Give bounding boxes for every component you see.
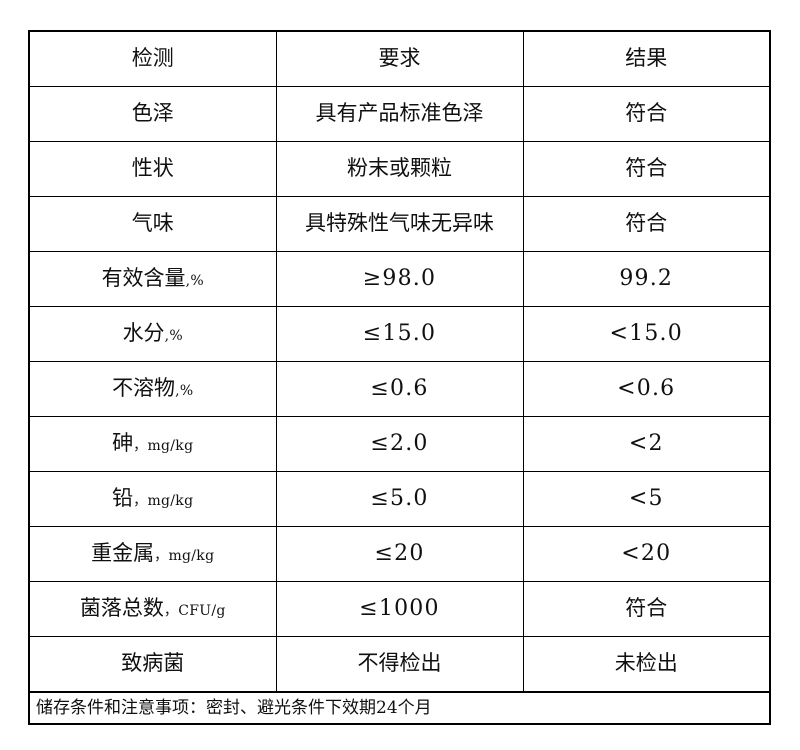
item-unit: ，mg/kg xyxy=(133,438,194,455)
cell-requirement: 不得检出 xyxy=(275,636,524,693)
result-value: 未检出 xyxy=(614,651,678,676)
requirement-value: ≤20 xyxy=(374,540,425,566)
cell-item: 致病菌 xyxy=(28,636,277,693)
item-label: 有效含量,% xyxy=(101,266,204,291)
item-label: 致病菌 xyxy=(121,651,185,676)
table-row: 水分,% ≤15.0 <15.0 xyxy=(28,306,771,362)
requirement-value: ≤2.0 xyxy=(370,430,429,456)
table-row: 气味 具特殊性气味无异味 符合 xyxy=(28,196,771,252)
header-label-result: 结果 xyxy=(625,46,668,71)
table-row: 致病菌 不得检出 未检出 xyxy=(28,636,771,693)
result-value: <0.6 xyxy=(617,375,676,401)
requirement-value: 粉末或颗粒 xyxy=(347,156,452,181)
requirement-value: 具特殊性气味无异味 xyxy=(305,211,494,236)
result-value: 符合 xyxy=(625,101,668,126)
header-label-requirement: 要求 xyxy=(378,46,421,71)
item-label: 气味 xyxy=(131,211,174,236)
item-label: 水分,% xyxy=(122,321,183,346)
table-footer-row: 储存条件和注意事项：密封、避光条件下效期24个月 xyxy=(28,691,771,725)
cell-requirement: ≤20 xyxy=(275,526,524,582)
item-label: 砷，mg/kg xyxy=(112,431,194,456)
result-value: <2 xyxy=(628,430,664,456)
table-row: 菌落总数，CFU/g ≤1000 符合 xyxy=(28,581,771,637)
requirement-value: ≤1000 xyxy=(359,595,440,621)
table-header-row: 检测 要求 结果 xyxy=(28,30,771,87)
item-label: 铅，mg/kg xyxy=(112,486,194,511)
cell-requirement: ≤2.0 xyxy=(275,416,524,472)
cell-result: <5 xyxy=(522,471,771,527)
result-value: <15.0 xyxy=(609,320,683,346)
requirement-value: ≤5.0 xyxy=(370,485,429,511)
cell-result: <0.6 xyxy=(522,361,771,417)
item-label: 色泽 xyxy=(131,101,174,126)
result-value: <5 xyxy=(628,485,664,511)
result-value: 符合 xyxy=(625,596,668,621)
item-unit: ，CFU/g xyxy=(163,603,226,620)
header-cell-item: 检测 xyxy=(28,30,277,87)
header-label-item: 检测 xyxy=(131,46,174,71)
table-row: 不溶物,% ≤0.6 <0.6 xyxy=(28,361,771,417)
cell-requirement: ≥98.0 xyxy=(275,251,524,307)
cell-requirement: ≤0.6 xyxy=(275,361,524,417)
table-body: 检测 要求 结果 色泽 具有产品标准色泽 符合 性状 粉末或颗粒 符合 气味 具… xyxy=(28,30,771,725)
cell-item: 砷，mg/kg xyxy=(28,416,277,472)
header-cell-requirement: 要求 xyxy=(275,30,524,87)
cell-result: <20 xyxy=(522,526,771,582)
cell-requirement: 粉末或颗粒 xyxy=(275,141,524,197)
cell-result: <15.0 xyxy=(522,306,771,362)
result-value: 符合 xyxy=(625,211,668,236)
cell-result: 99.2 xyxy=(522,251,771,307)
cell-result: 符合 xyxy=(522,196,771,252)
cell-item: 色泽 xyxy=(28,86,277,142)
requirement-value: 不得检出 xyxy=(357,651,442,676)
cell-item: 水分,% xyxy=(28,306,277,362)
cell-result: 未检出 xyxy=(522,636,771,693)
item-unit: ,% xyxy=(185,273,204,290)
cell-requirement: ≤15.0 xyxy=(275,306,524,362)
table-row: 铅，mg/kg ≤5.0 <5 xyxy=(28,471,771,527)
cell-result: 符合 xyxy=(522,581,771,637)
cell-requirement: ≤1000 xyxy=(275,581,524,637)
item-label: 重金属，mg/kg xyxy=(91,541,215,566)
item-label: 性状 xyxy=(131,156,174,181)
cell-item: 性状 xyxy=(28,141,277,197)
storage-note-cell: 储存条件和注意事项：密封、避光条件下效期24个月 xyxy=(28,691,771,725)
table-row: 砷，mg/kg ≤2.0 <2 xyxy=(28,416,771,472)
result-value: 符合 xyxy=(625,156,668,181)
item-label: 不溶物,% xyxy=(112,376,194,401)
specification-table: 检测 要求 结果 色泽 具有产品标准色泽 符合 性状 粉末或颗粒 符合 气味 具… xyxy=(28,30,771,725)
requirement-value: ≥98.0 xyxy=(362,265,437,291)
cell-item: 铅，mg/kg xyxy=(28,471,277,527)
table-row: 有效含量,% ≥98.0 99.2 xyxy=(28,251,771,307)
table-row: 色泽 具有产品标准色泽 符合 xyxy=(28,86,771,142)
cell-requirement: 具有产品标准色泽 xyxy=(275,86,524,142)
cell-item: 有效含量,% xyxy=(28,251,277,307)
item-label: 菌落总数，CFU/g xyxy=(79,596,226,621)
result-value: <20 xyxy=(621,540,672,566)
header-cell-result: 结果 xyxy=(522,30,771,87)
cell-result: 符合 xyxy=(522,141,771,197)
item-unit: ,% xyxy=(164,328,183,345)
cell-requirement: ≤5.0 xyxy=(275,471,524,527)
item-unit: ，mg/kg xyxy=(154,548,215,565)
table-row: 性状 粉末或颗粒 符合 xyxy=(28,141,771,197)
cell-item: 气味 xyxy=(28,196,277,252)
requirement-value: ≤15.0 xyxy=(362,320,437,346)
result-value: 99.2 xyxy=(619,265,674,291)
requirement-value: 具有产品标准色泽 xyxy=(315,101,484,126)
cell-requirement: 具特殊性气味无异味 xyxy=(275,196,524,252)
cell-item: 不溶物,% xyxy=(28,361,277,417)
storage-note-text: 储存条件和注意事项：密封、避光条件下效期24个月 xyxy=(36,697,432,718)
item-unit: ,% xyxy=(175,383,194,400)
cell-item: 菌落总数，CFU/g xyxy=(28,581,277,637)
item-unit: ，mg/kg xyxy=(133,493,194,510)
requirement-value: ≤0.6 xyxy=(370,375,429,401)
cell-item: 重金属，mg/kg xyxy=(28,526,277,582)
cell-result: 符合 xyxy=(522,86,771,142)
table-row: 重金属，mg/kg ≤20 <20 xyxy=(28,526,771,582)
cell-result: <2 xyxy=(522,416,771,472)
